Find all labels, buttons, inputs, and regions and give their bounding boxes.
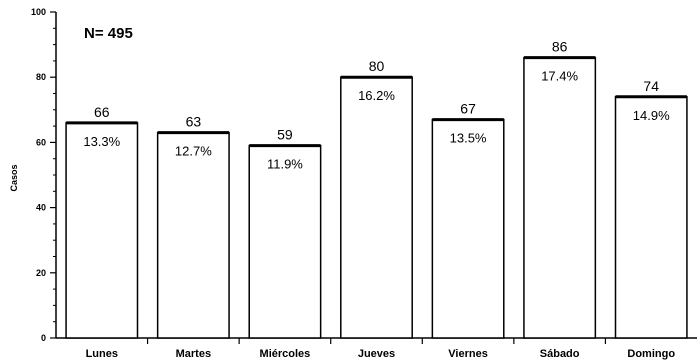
x-tick-label: Domingo bbox=[627, 348, 675, 360]
bar-percent-label: 13.3% bbox=[83, 134, 120, 149]
bar-percent-label: 17.4% bbox=[541, 69, 578, 84]
bar-percent-label: 16.2% bbox=[358, 88, 395, 103]
bar-percent-label: 11.9% bbox=[267, 157, 303, 172]
bar bbox=[523, 56, 597, 339]
bar bbox=[65, 122, 139, 339]
x-tick-label: Viernes bbox=[448, 348, 488, 360]
y-tick-label: 20 bbox=[36, 268, 46, 278]
bar-value-label: 63 bbox=[186, 114, 202, 130]
y-ticks: 0 20 40 60 80 100 bbox=[31, 7, 56, 343]
bar bbox=[156, 131, 230, 339]
bar-value-label: 86 bbox=[552, 39, 568, 55]
bar-percent-label: 13.5% bbox=[450, 131, 487, 146]
y-tick-label: 60 bbox=[36, 137, 46, 147]
sample-size-annotation: N= 495 bbox=[84, 25, 133, 42]
bar-percent-label: 12.7% bbox=[175, 144, 212, 159]
bar-value-label: 74 bbox=[643, 78, 659, 94]
bar-percent-label: 14.9% bbox=[633, 108, 670, 123]
bar-value-label: 59 bbox=[277, 127, 293, 143]
y-axis-label: Casos bbox=[9, 164, 19, 191]
x-ticks: Lunes Martes Miércoles Jueves Viernes Sábado D… bbox=[86, 338, 675, 360]
y-tick-label: 100 bbox=[31, 7, 46, 17]
bar bbox=[431, 118, 505, 339]
x-tick-label: Jueves bbox=[358, 348, 395, 360]
bar-value-label: 66 bbox=[94, 104, 110, 120]
bars: 66 13.3% 63 12.7% 59 11.9% 80 16.2% 67 13.5% 86 17.… bbox=[65, 39, 688, 339]
bar bbox=[340, 76, 413, 339]
y-tick-label: 80 bbox=[36, 72, 46, 82]
bar-value-label: 80 bbox=[369, 58, 385, 74]
x-tick-label: Martes bbox=[176, 348, 211, 360]
y-tick-label: 0 bbox=[41, 333, 46, 343]
bar bbox=[248, 144, 322, 339]
y-tick-label: 40 bbox=[36, 203, 46, 213]
x-tick-label: Miércoles bbox=[260, 348, 311, 360]
bar bbox=[614, 96, 688, 339]
x-tick-label: Sábado bbox=[540, 348, 580, 360]
x-tick-label: Lunes bbox=[86, 348, 118, 360]
bar-value-label: 67 bbox=[460, 101, 476, 117]
